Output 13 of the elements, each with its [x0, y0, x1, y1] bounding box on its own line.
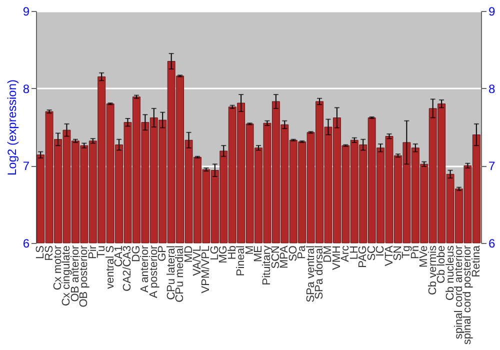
y-tick-label: 8 — [22, 82, 30, 96]
y2-tick-label: 6 — [488, 236, 496, 250]
x-tick-label: Tg — [400, 246, 413, 258]
y-tick-label: 9 — [22, 4, 30, 18]
x-tick-label: A posterior — [148, 245, 160, 298]
y-tick-label: 6 — [22, 236, 30, 250]
y-tick-label: 7 — [22, 159, 30, 174]
y2-tick-label: 8 — [488, 82, 496, 96]
x-tick-label: RS — [43, 246, 56, 261]
y2-tick-label: 9 — [488, 4, 496, 18]
y-axis-title: Log2 (expression) — [4, 79, 19, 176]
y2-tick-label: 7 — [488, 159, 496, 174]
x-tick-label: OB posterior — [78, 245, 90, 308]
